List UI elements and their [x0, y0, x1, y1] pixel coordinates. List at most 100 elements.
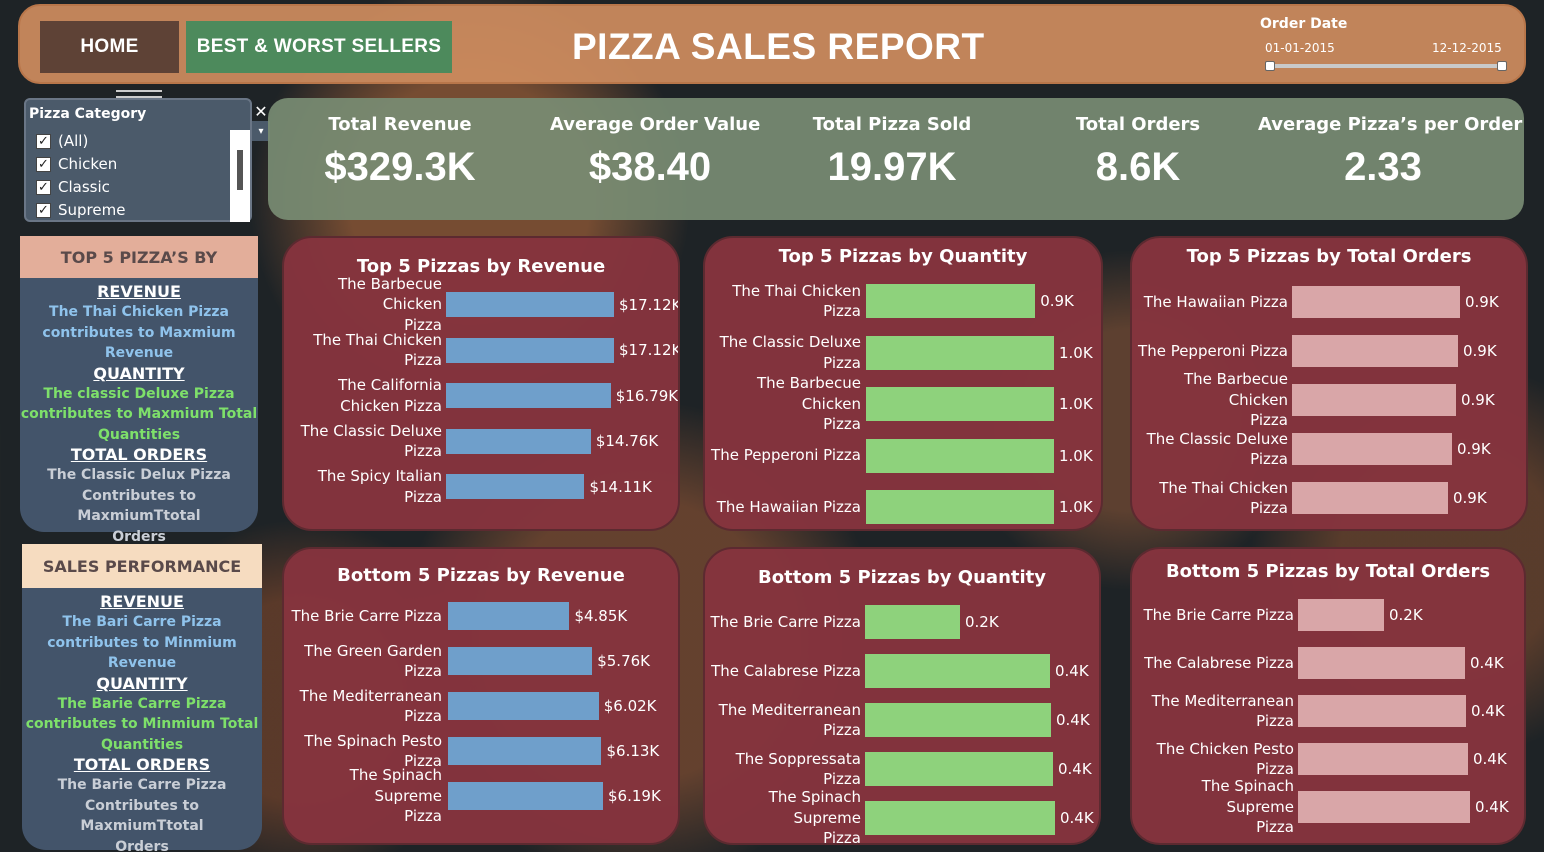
bar[interactable]	[446, 474, 585, 499]
bar-category-line: Pizza	[404, 315, 442, 334]
kpi-average-order-value: Average Order Value $38.40	[550, 98, 760, 190]
bar[interactable]	[1292, 433, 1452, 465]
bar-value-label: 0.4K	[1470, 654, 1504, 672]
bar-value-label: 0.4K	[1060, 809, 1094, 827]
bar[interactable]	[866, 387, 1054, 421]
bar[interactable]	[1292, 286, 1460, 318]
order-date-slider-end-handle[interactable]	[1497, 61, 1507, 71]
top-quantity-text-3: Quantities	[97, 426, 181, 443]
filter-scrollbar-thumb[interactable]	[237, 150, 243, 190]
bar[interactable]	[1298, 695, 1466, 727]
bar-value-label: 0.4K	[1471, 702, 1505, 720]
chevron-down-icon[interactable]: ▾	[252, 121, 270, 141]
bar-category-line: The Pepperoni Pizza	[711, 446, 861, 465]
bar[interactable]	[866, 335, 1054, 370]
bar[interactable]	[448, 692, 599, 720]
filter-option-classic[interactable]: ✓ Classic	[36, 176, 110, 198]
top-insights-heading: TOP 5 PIZZA’S BY	[20, 236, 258, 278]
bottom-orders-heading: TOTAL ORDERS	[73, 755, 211, 774]
bar-value-label: $4.85K	[574, 607, 628, 625]
bar[interactable]	[1298, 791, 1470, 823]
bar-category-line: The Classic Deluxe	[300, 421, 442, 440]
bar-category-line: The Chicken Pesto	[1156, 739, 1294, 758]
bar-category-label: The Calabrese Pizza	[1132, 645, 1294, 681]
kpi-label: Total Revenue	[328, 114, 472, 135]
filter-option-all[interactable]: ✓ (All)	[36, 130, 88, 152]
bar[interactable]	[446, 337, 614, 363]
kpi-total-pizza-sold: Total Pizza Sold 19.97K	[792, 98, 992, 190]
chart-title: Bottom 5 Pizzas by Total Orders	[1165, 561, 1491, 582]
bar[interactable]	[1298, 647, 1465, 679]
top-orders-heading: TOTAL ORDERS	[70, 445, 208, 464]
checkbox-checked-icon[interactable]: ✓	[36, 156, 51, 172]
bar-category-label: The Mediterranean Pizza	[284, 687, 442, 726]
bar-value-label: 1.0K	[1059, 343, 1093, 362]
bar-category-line: The Hawaiian Pizza	[716, 497, 861, 516]
bar-value-label: 1.0K	[1059, 498, 1093, 516]
bar[interactable]	[866, 438, 1054, 473]
bar-category-line: Pizza	[404, 807, 442, 826]
chart-title: Top 5 Pizzas by Total Orders	[1186, 246, 1472, 267]
bar-value-label: 1.0K	[1059, 395, 1093, 413]
bar[interactable]	[446, 428, 591, 454]
kpi-value: $38.40	[588, 145, 712, 189]
order-date-slider[interactable]	[1268, 64, 1504, 68]
bar[interactable]	[865, 605, 960, 639]
top-orders-text-3: Orders	[112, 528, 166, 545]
bar-category-line: Pizza	[1256, 712, 1294, 730]
kpi-label: Total Orders	[1075, 114, 1201, 135]
bar[interactable]	[865, 703, 1051, 737]
bar[interactable]	[448, 737, 602, 765]
bar-category-line: The Pepperoni Pizza	[1138, 341, 1288, 360]
top-quantity-text-2: contributes to Maxmium Total	[20, 406, 258, 422]
home-button[interactable]: HOME	[40, 21, 179, 73]
filter-drag-handle[interactable]	[116, 90, 162, 98]
bar[interactable]	[865, 801, 1055, 835]
bar[interactable]	[1298, 599, 1384, 631]
bar[interactable]	[448, 782, 603, 810]
order-date-end: 12-12-2015	[1432, 41, 1502, 55]
chart-title: Bottom 5 Pizzas by Quantity	[758, 567, 1046, 588]
order-date-slider-start-handle[interactable]	[1265, 61, 1275, 71]
bar[interactable]	[1292, 482, 1448, 514]
bar-category-line: The Barbecue Chicken	[756, 374, 861, 413]
top-revenue-chart: Top 5 Pizzas by Revenue The Barbecue Chic…	[282, 236, 680, 531]
filter-scrollbar[interactable]	[230, 130, 250, 222]
filter-option-supreme[interactable]: ✓ Supreme	[36, 199, 125, 221]
checkbox-checked-icon[interactable]: ✓	[36, 202, 51, 218]
close-icon[interactable]: ✕	[254, 101, 268, 121]
bar-category-label: The Barbecue Chicken Pizza	[284, 275, 442, 334]
bar-category-line: The Calabrese Pizza	[1144, 653, 1294, 672]
bar[interactable]	[446, 383, 611, 408]
bar-value-label: $17.12K	[619, 341, 680, 359]
bar-category-line: The Thai Chicken	[732, 281, 861, 300]
bar[interactable]	[866, 490, 1054, 524]
bottom-revenue-text-3: Revenue	[107, 655, 177, 671]
checkbox-checked-icon[interactable]: ✓	[36, 133, 51, 149]
bar-category-label: The Hawaiian Pizza	[705, 488, 861, 526]
best-worst-sellers-button[interactable]: BEST & WORST SELLERS	[186, 21, 452, 73]
bar-category-line: Pizza	[404, 442, 442, 460]
bar[interactable]	[446, 292, 614, 317]
bottom-orders-text-3: Orders	[115, 838, 169, 852]
bar[interactable]	[865, 752, 1053, 786]
bar-value-label: $14.76K	[595, 432, 659, 450]
checkbox-checked-icon[interactable]: ✓	[36, 179, 51, 195]
bar[interactable]	[1292, 384, 1456, 416]
bar-value-label: 0.2K	[965, 613, 999, 631]
bar[interactable]	[865, 654, 1050, 688]
bar[interactable]	[448, 602, 570, 630]
bar[interactable]	[1292, 335, 1458, 367]
top-quantity-chart: Top 5 Pizzas by Quantity The Thai Chicken…	[703, 236, 1103, 531]
bar-value-label: $14.11K	[589, 477, 652, 496]
kpi-value: $329.3K	[324, 145, 476, 189]
bar-category-line: Pizza	[404, 351, 442, 369]
bottom-orders-text-1: The Barie Carre Pizza	[57, 777, 227, 793]
top-insights-panel: TOP 5 PIZZA’S BY REVENUE The Thai Chicke…	[20, 236, 258, 545]
bar[interactable]	[448, 647, 593, 675]
sales-performance-heading: SALES PERFORMANCE	[22, 544, 262, 588]
bar[interactable]	[1298, 743, 1468, 775]
bar[interactable]	[866, 284, 1036, 318]
filter-option-chicken[interactable]: ✓ Chicken	[36, 153, 117, 175]
bar-category-line: The Mediterranean	[1151, 691, 1294, 710]
